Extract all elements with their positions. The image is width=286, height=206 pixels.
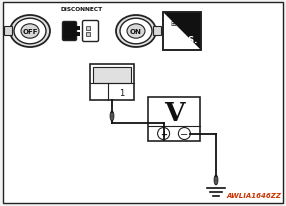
Text: +: + [160, 129, 167, 138]
Text: DISCONNECT: DISCONNECT [61, 6, 103, 12]
Ellipse shape [127, 25, 145, 39]
Text: H.S.: H.S. [178, 36, 197, 45]
Polygon shape [163, 13, 201, 51]
Ellipse shape [21, 25, 39, 39]
FancyBboxPatch shape [5, 27, 13, 36]
Text: V: V [164, 101, 184, 126]
Bar [163, 13, 201, 51]
Bar [163, 13, 201, 51]
Text: ⊞: ⊞ [171, 21, 176, 27]
Bar [75, 27, 80, 31]
Ellipse shape [116, 16, 156, 48]
FancyBboxPatch shape [82, 21, 98, 42]
Bar [86, 27, 90, 31]
Text: 1: 1 [119, 88, 124, 97]
Ellipse shape [110, 111, 114, 121]
Ellipse shape [14, 19, 46, 44]
FancyBboxPatch shape [63, 22, 76, 41]
Circle shape [158, 128, 170, 140]
Bar [75, 33, 80, 37]
Bar [93, 68, 131, 83]
FancyBboxPatch shape [154, 27, 162, 36]
Ellipse shape [120, 19, 152, 44]
Ellipse shape [214, 175, 218, 185]
Bar [90, 65, 134, 101]
Text: ON: ON [130, 29, 142, 35]
Bar [148, 97, 200, 141]
Text: −: − [180, 129, 188, 139]
Ellipse shape [10, 16, 50, 48]
Circle shape [178, 128, 190, 140]
Text: AWLIA1646ZZ: AWLIA1646ZZ [226, 192, 281, 198]
Text: OFF: OFF [22, 29, 38, 35]
Bar [86, 33, 90, 37]
